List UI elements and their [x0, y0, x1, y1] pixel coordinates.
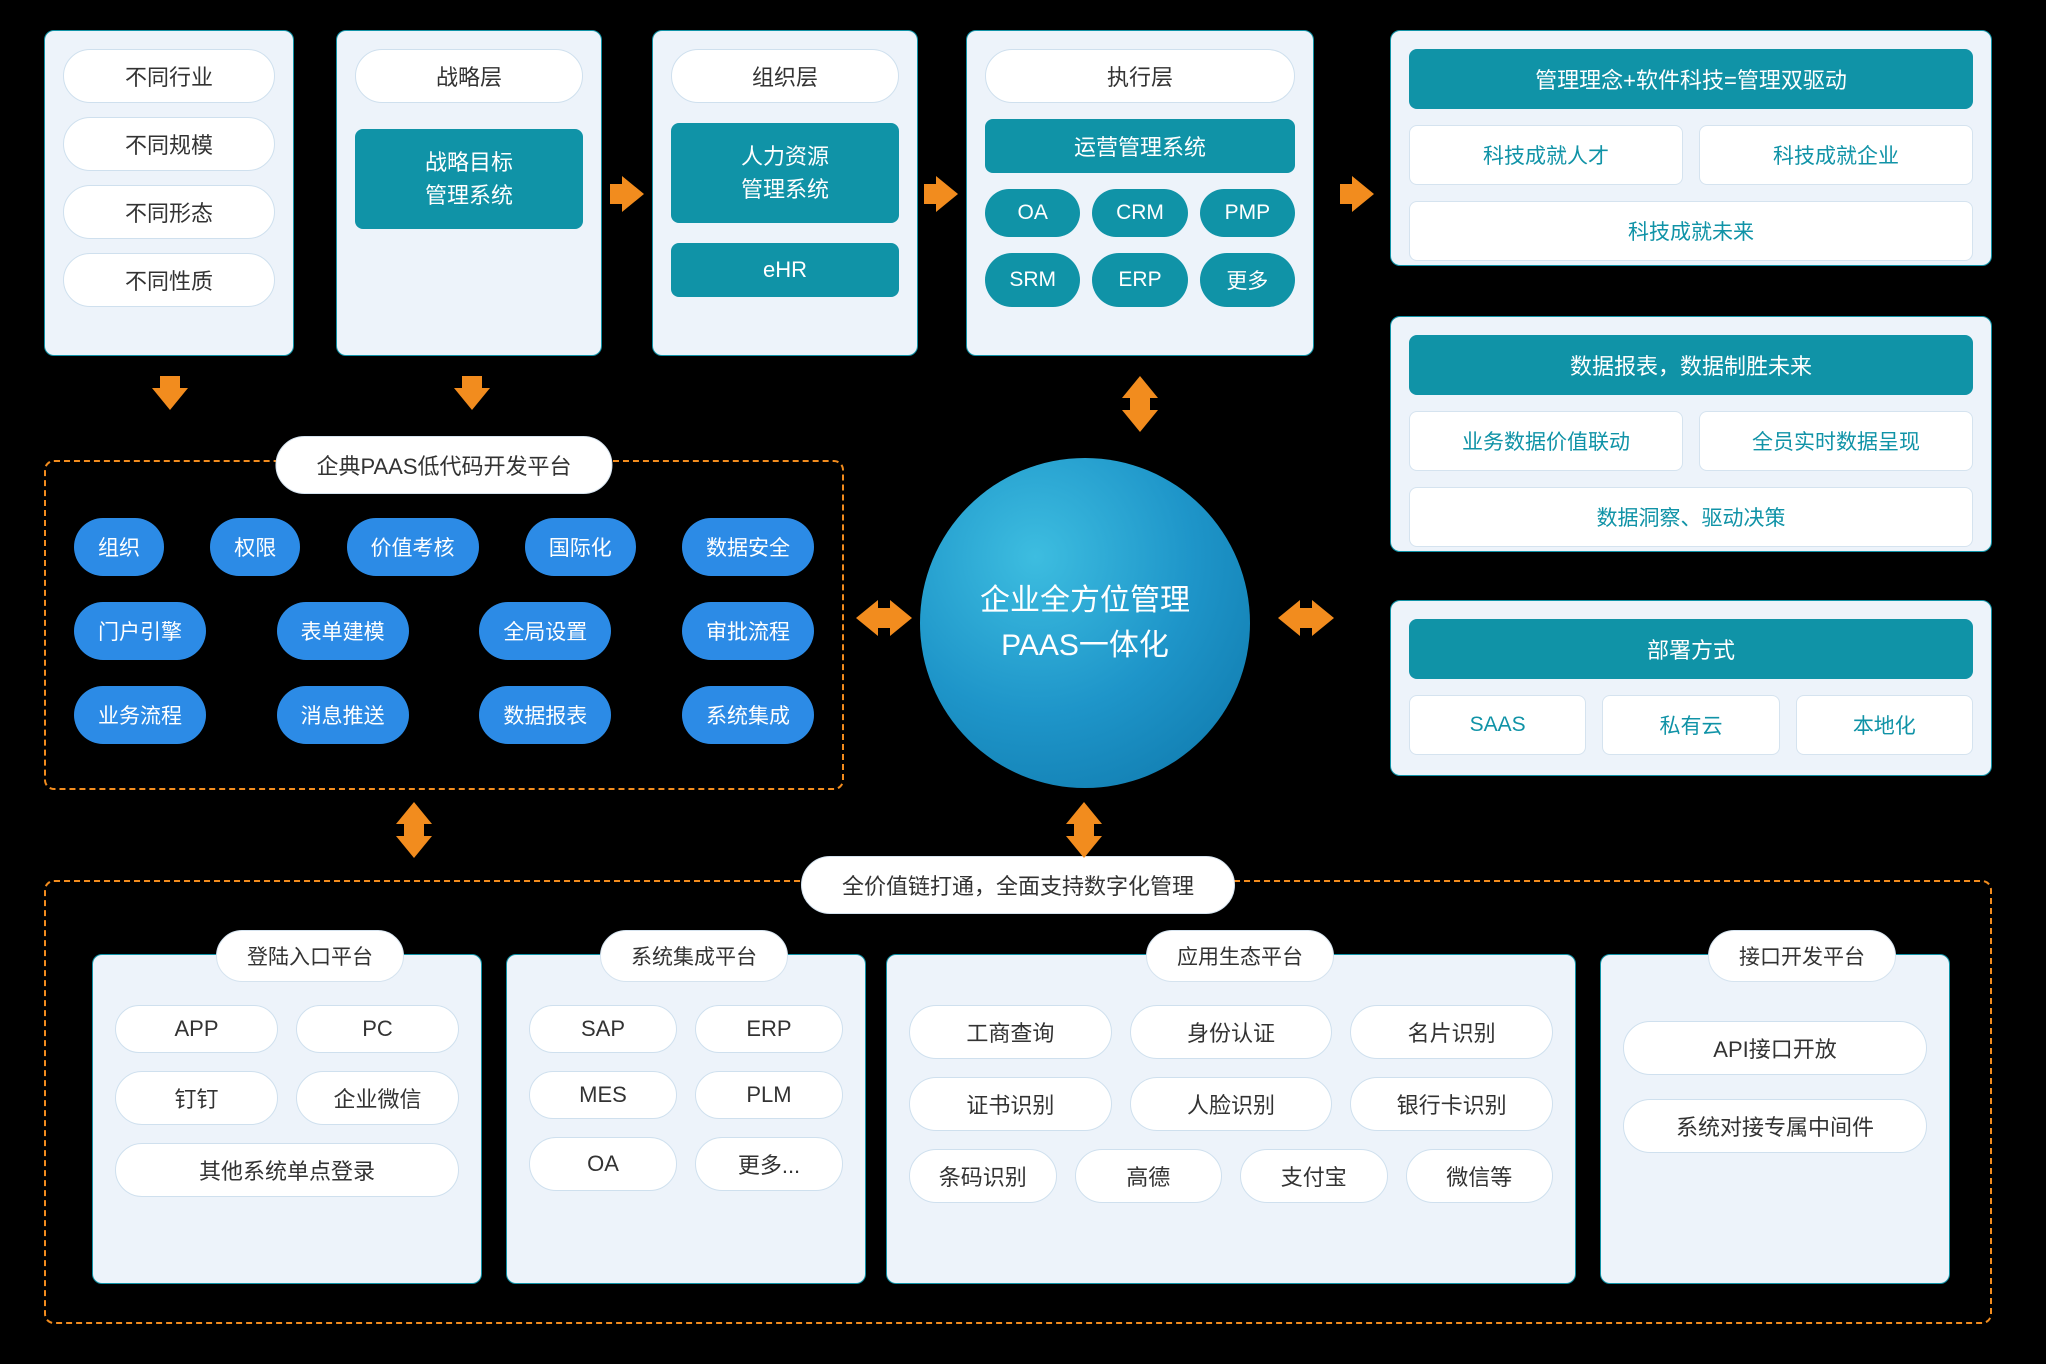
circle-line2: PAAS一体化	[1001, 623, 1169, 668]
panel-right-mid: 数据报表，数据制胜未来 业务数据价值联动 全员实时数据呈现 数据洞察、驱动决策	[1390, 316, 1992, 552]
panel-execution: 执行层 运营管理系统 OA CRM PMP SRM ERP 更多	[966, 30, 1314, 356]
panel-organization: 组织层 人力资源 管理系统 eHR	[652, 30, 918, 356]
paas-item: 业务流程	[74, 686, 206, 744]
exec-app: SRM	[985, 253, 1080, 307]
group-box: APP PC 钉钉 企业微信 其他系统单点登录	[92, 954, 482, 1284]
paas-item: 数据安全	[682, 518, 814, 576]
group-box: SAP ERP MES PLM OA 更多...	[506, 954, 866, 1284]
group-item: 支付宝	[1240, 1149, 1388, 1203]
arrow-icon	[936, 176, 958, 212]
group-item: 企业微信	[296, 1071, 459, 1125]
panel-heterogeneity: 不同行业 不同规模 不同形态 不同性质	[44, 30, 294, 356]
arrow-double-icon	[1278, 600, 1334, 636]
paas-item: 全局设置	[479, 602, 611, 660]
paas-title: 企典PAAS低代码开发平台	[275, 436, 612, 494]
center-circle: 企业全方位管理 PAAS一体化	[920, 458, 1250, 788]
arrow-double-icon	[1122, 376, 1158, 432]
group-item: 高德	[1075, 1149, 1223, 1203]
group-item: APP	[115, 1005, 278, 1053]
group-title: 系统集成平台	[600, 930, 788, 982]
het-item: 不同规模	[63, 117, 275, 171]
group-title: 接口开发平台	[1708, 930, 1896, 982]
paas-item: 门户引擎	[74, 602, 206, 660]
group-item: PLM	[695, 1071, 843, 1119]
paas-item: 审批流程	[682, 602, 814, 660]
arrow-double-icon	[396, 802, 432, 858]
group-item: 工商查询	[909, 1005, 1112, 1059]
panel-paas-lowcode: 企典PAAS低代码开发平台 组织 权限 价值考核 国际化 数据安全 门户引擎 表…	[44, 460, 844, 790]
paas-item: 表单建模	[277, 602, 409, 660]
group-item: 名片识别	[1350, 1005, 1553, 1059]
strategy-system: 战略目标 管理系统	[355, 129, 583, 229]
het-item: 不同形态	[63, 185, 275, 239]
group-item: 人脸识别	[1130, 1077, 1333, 1131]
exec-system: 运营管理系统	[985, 119, 1295, 173]
group-item: API接口开放	[1623, 1021, 1927, 1075]
group-item: MES	[529, 1071, 677, 1119]
group-item: 其他系统单点登录	[115, 1143, 459, 1197]
panel-right-bottom: 部署方式 SAAS 私有云 本地化	[1390, 600, 1992, 776]
exec-app: ERP	[1092, 253, 1187, 307]
right-top-item: 科技成就人才	[1409, 125, 1683, 185]
group-box: API接口开放 系统对接专属中间件	[1600, 954, 1950, 1284]
group-item: 更多...	[695, 1137, 843, 1191]
group-title: 应用生态平台	[1146, 930, 1334, 982]
arrow-icon	[152, 388, 188, 410]
panel-strategy: 战略层 战略目标 管理系统	[336, 30, 602, 356]
arrow-icon	[622, 176, 644, 212]
exec-app: CRM	[1092, 189, 1187, 237]
right-bottom-item: SAAS	[1409, 695, 1586, 755]
right-mid-item: 数据洞察、驱动决策	[1409, 487, 1973, 547]
right-bottom-header: 部署方式	[1409, 619, 1973, 679]
right-bottom-item: 私有云	[1602, 695, 1779, 755]
group-item: 证书识别	[909, 1077, 1112, 1131]
paas-item: 国际化	[525, 518, 636, 576]
exec-title: 执行层	[985, 49, 1295, 103]
group-item: OA	[529, 1137, 677, 1191]
het-item: 不同性质	[63, 253, 275, 307]
exec-app: 更多	[1200, 253, 1295, 307]
exec-app: PMP	[1200, 189, 1295, 237]
right-top-item: 科技成就企业	[1699, 125, 1973, 185]
group-item: 银行卡识别	[1350, 1077, 1553, 1131]
arrow-icon	[454, 388, 490, 410]
right-mid-header: 数据报表，数据制胜未来	[1409, 335, 1973, 395]
org-title: 组织层	[671, 49, 899, 103]
paas-item: 组织	[74, 518, 164, 576]
arrow-icon	[1352, 176, 1374, 212]
strategy-title: 战略层	[355, 49, 583, 103]
paas-item: 数据报表	[479, 686, 611, 744]
panel-right-top: 管理理念+软件科技=管理双驱动 科技成就人才 科技成就企业 科技成就未来	[1390, 30, 1992, 266]
org-item: 人力资源 管理系统	[671, 123, 899, 223]
paas-item: 消息推送	[277, 686, 409, 744]
group-item: PC	[296, 1005, 459, 1053]
paas-item: 系统集成	[682, 686, 814, 744]
group-item: 条码识别	[909, 1149, 1057, 1203]
group-item: 钉钉	[115, 1071, 278, 1125]
paas-item: 权限	[210, 518, 300, 576]
group-box: 工商查询 身份认证 名片识别 证书识别 人脸识别 银行卡识别 条码识别 高德 支…	[886, 954, 1576, 1284]
group-item: SAP	[529, 1005, 677, 1053]
right-bottom-item: 本地化	[1796, 695, 1973, 755]
group-item: 微信等	[1406, 1149, 1554, 1203]
value-chain-title: 全价值链打通，全面支持数字化管理	[801, 856, 1235, 914]
circle-line1: 企业全方位管理	[980, 578, 1190, 623]
het-item: 不同行业	[63, 49, 275, 103]
org-item: eHR	[671, 243, 899, 297]
group-item: 身份认证	[1130, 1005, 1333, 1059]
right-mid-item: 业务数据价值联动	[1409, 411, 1683, 471]
panel-value-chain: 全价值链打通，全面支持数字化管理 登陆入口平台 APP PC 钉钉 企业微信 其…	[44, 880, 1992, 1324]
group-item: 系统对接专属中间件	[1623, 1099, 1927, 1153]
exec-app: OA	[985, 189, 1080, 237]
arrow-double-icon	[856, 600, 912, 636]
right-mid-item: 全员实时数据呈现	[1699, 411, 1973, 471]
paas-item: 价值考核	[347, 518, 479, 576]
right-top-header: 管理理念+软件科技=管理双驱动	[1409, 49, 1973, 109]
arrow-double-icon	[1066, 802, 1102, 858]
group-title: 登陆入口平台	[216, 930, 404, 982]
right-top-item: 科技成就未来	[1409, 201, 1973, 261]
group-item: ERP	[695, 1005, 843, 1053]
